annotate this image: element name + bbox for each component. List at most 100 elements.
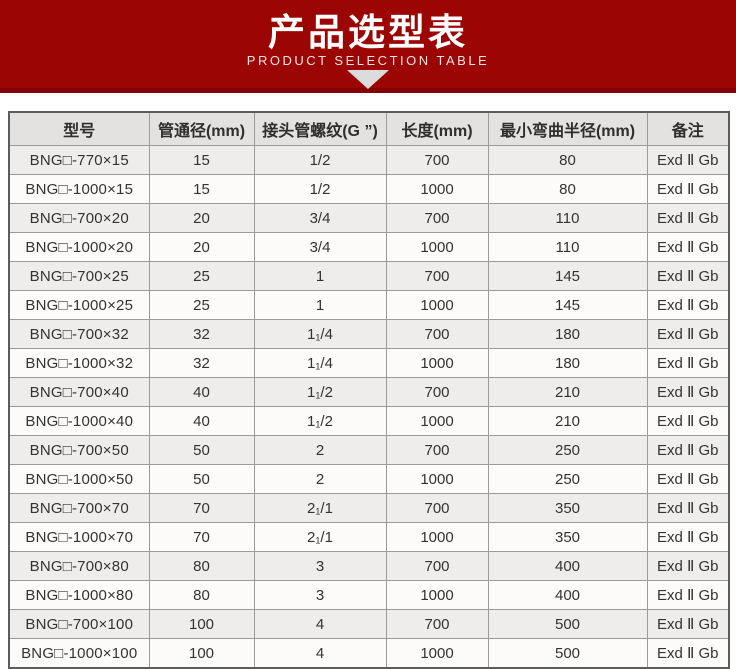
col-header-length: 长度(mm)	[385, 111, 489, 146]
table-row: BNG□-700×70 70 2₁/1 700 350 Exd Ⅱ Gb	[8, 493, 730, 523]
cell-thread: 2	[253, 464, 387, 494]
cell-note: Exd Ⅱ Gb	[646, 551, 730, 581]
cell-length: 700	[385, 377, 489, 407]
cell-diameter: 80	[148, 551, 255, 581]
table-row: BNG□-700×80 80 3 700 400 Exd Ⅱ Gb	[8, 551, 730, 581]
cell-length: 700	[385, 145, 489, 175]
cell-thread: 3	[253, 580, 387, 610]
cell-thread: 2₁/1	[253, 522, 387, 552]
table-row: BNG□-1000×15 15 1/2 1000 80 Exd Ⅱ Gb	[8, 174, 730, 204]
table-row: BNG□-700×32 32 1₁/4 700 180 Exd Ⅱ Gb	[8, 319, 730, 349]
cell-thread: 1₁/2	[253, 377, 387, 407]
cell-length: 700	[385, 551, 489, 581]
page-subtitle: PRODUCT SELECTION TABLE	[246, 53, 490, 68]
table-row: BNG□-700×100 100 4 700 500 Exd Ⅱ Gb	[8, 609, 730, 639]
cell-thread: 1/2	[253, 145, 387, 175]
cell-note: Exd Ⅱ Gb	[646, 493, 730, 523]
cell-diameter: 32	[148, 319, 255, 349]
cell-diameter: 50	[148, 435, 255, 465]
cell-length: 1000	[385, 638, 489, 669]
cell-length: 1000	[385, 522, 489, 552]
cell-model: BNG□-700×25	[8, 261, 150, 291]
cell-radius: 500	[487, 609, 648, 639]
cell-radius: 110	[487, 203, 648, 233]
cell-length: 700	[385, 319, 489, 349]
table-row: BNG□-1000×32 32 1₁/4 1000 180 Exd Ⅱ Gb	[8, 348, 730, 378]
table-row: BNG□-700×40 40 1₁/2 700 210 Exd Ⅱ Gb	[8, 377, 730, 407]
cell-note: Exd Ⅱ Gb	[646, 232, 730, 262]
cell-radius: 145	[487, 261, 648, 291]
cell-diameter: 70	[148, 522, 255, 552]
cell-radius: 180	[487, 319, 648, 349]
cell-note: Exd Ⅱ Gb	[646, 174, 730, 204]
cell-note: Exd Ⅱ Gb	[646, 580, 730, 610]
cell-diameter: 32	[148, 348, 255, 378]
table-row: BNG□-1000×20 20 3/4 1000 110 Exd Ⅱ Gb	[8, 232, 730, 262]
cell-note: Exd Ⅱ Gb	[646, 319, 730, 349]
cell-diameter: 15	[148, 174, 255, 204]
product-selection-table: 型号 管通径(mm) 接头管螺纹(G ”) 长度(mm) 最小弯曲半径(mm) …	[8, 111, 730, 669]
cell-radius: 400	[487, 551, 648, 581]
down-triangle-icon	[347, 70, 389, 89]
cell-thread: 1/2	[253, 174, 387, 204]
cell-thread: 2₁/1	[253, 493, 387, 523]
cell-length: 700	[385, 261, 489, 291]
cell-diameter: 20	[148, 232, 255, 262]
table-row: BNG□-1000×40 40 1₁/2 1000 210 Exd Ⅱ Gb	[8, 406, 730, 436]
cell-thread: 3/4	[253, 203, 387, 233]
cell-radius: 210	[487, 377, 648, 407]
cell-note: Exd Ⅱ Gb	[646, 406, 730, 436]
cell-note: Exd Ⅱ Gb	[646, 638, 730, 669]
cell-thread: 1₁/2	[253, 406, 387, 436]
cell-length: 1000	[385, 406, 489, 436]
cell-diameter: 25	[148, 290, 255, 320]
cell-model: BNG□-1000×70	[8, 522, 150, 552]
cell-model: BNG□-1000×32	[8, 348, 150, 378]
cell-length: 1000	[385, 464, 489, 494]
cell-length: 700	[385, 435, 489, 465]
cell-model: BNG□-700×80	[8, 551, 150, 581]
table-row: BNG□-1000×100 100 4 1000 500 Exd Ⅱ Gb	[8, 638, 730, 669]
cell-diameter: 25	[148, 261, 255, 291]
page-title: 产品选型表	[268, 10, 468, 54]
cell-radius: 80	[487, 145, 648, 175]
cell-length: 700	[385, 609, 489, 639]
banner-bottom-strip	[0, 88, 736, 93]
col-header-radius: 最小弯曲半径(mm)	[487, 111, 648, 146]
cell-model: BNG□-700×70	[8, 493, 150, 523]
cell-thread: 1	[253, 261, 387, 291]
cell-diameter: 80	[148, 580, 255, 610]
cell-radius: 350	[487, 522, 648, 552]
cell-model: BNG□-700×40	[8, 377, 150, 407]
cell-diameter: 15	[148, 145, 255, 175]
cell-length: 700	[385, 493, 489, 523]
cell-diameter: 70	[148, 493, 255, 523]
cell-radius: 180	[487, 348, 648, 378]
cell-length: 700	[385, 203, 489, 233]
cell-model: BNG□-700×20	[8, 203, 150, 233]
product-selection-banner: 产品选型表 PRODUCT SELECTION TABLE	[0, 0, 736, 93]
cell-note: Exd Ⅱ Gb	[646, 464, 730, 494]
cell-note: Exd Ⅱ Gb	[646, 435, 730, 465]
cell-radius: 500	[487, 638, 648, 669]
cell-model: BNG□-1000×80	[8, 580, 150, 610]
cell-thread: 2	[253, 435, 387, 465]
cell-note: Exd Ⅱ Gb	[646, 203, 730, 233]
cell-model: BNG□-700×100	[8, 609, 150, 639]
cell-length: 1000	[385, 232, 489, 262]
cell-model: BNG□-1000×15	[8, 174, 150, 204]
cell-diameter: 100	[148, 638, 255, 669]
cell-length: 1000	[385, 174, 489, 204]
cell-model: BNG□-1000×20	[8, 232, 150, 262]
cell-note: Exd Ⅱ Gb	[646, 522, 730, 552]
cell-radius: 145	[487, 290, 648, 320]
cell-radius: 350	[487, 493, 648, 523]
table-body: BNG□-770×15 15 1/2 700 80 Exd Ⅱ Gb BNG□-…	[8, 145, 730, 669]
cell-model: BNG□-1000×25	[8, 290, 150, 320]
cell-length: 1000	[385, 580, 489, 610]
selection-table-wrapper: 型号 管通径(mm) 接头管螺纹(G ”) 长度(mm) 最小弯曲半径(mm) …	[8, 111, 730, 669]
cell-thread: 4	[253, 638, 387, 669]
col-header-note: 备注	[646, 111, 730, 146]
cell-radius: 210	[487, 406, 648, 436]
cell-note: Exd Ⅱ Gb	[646, 609, 730, 639]
